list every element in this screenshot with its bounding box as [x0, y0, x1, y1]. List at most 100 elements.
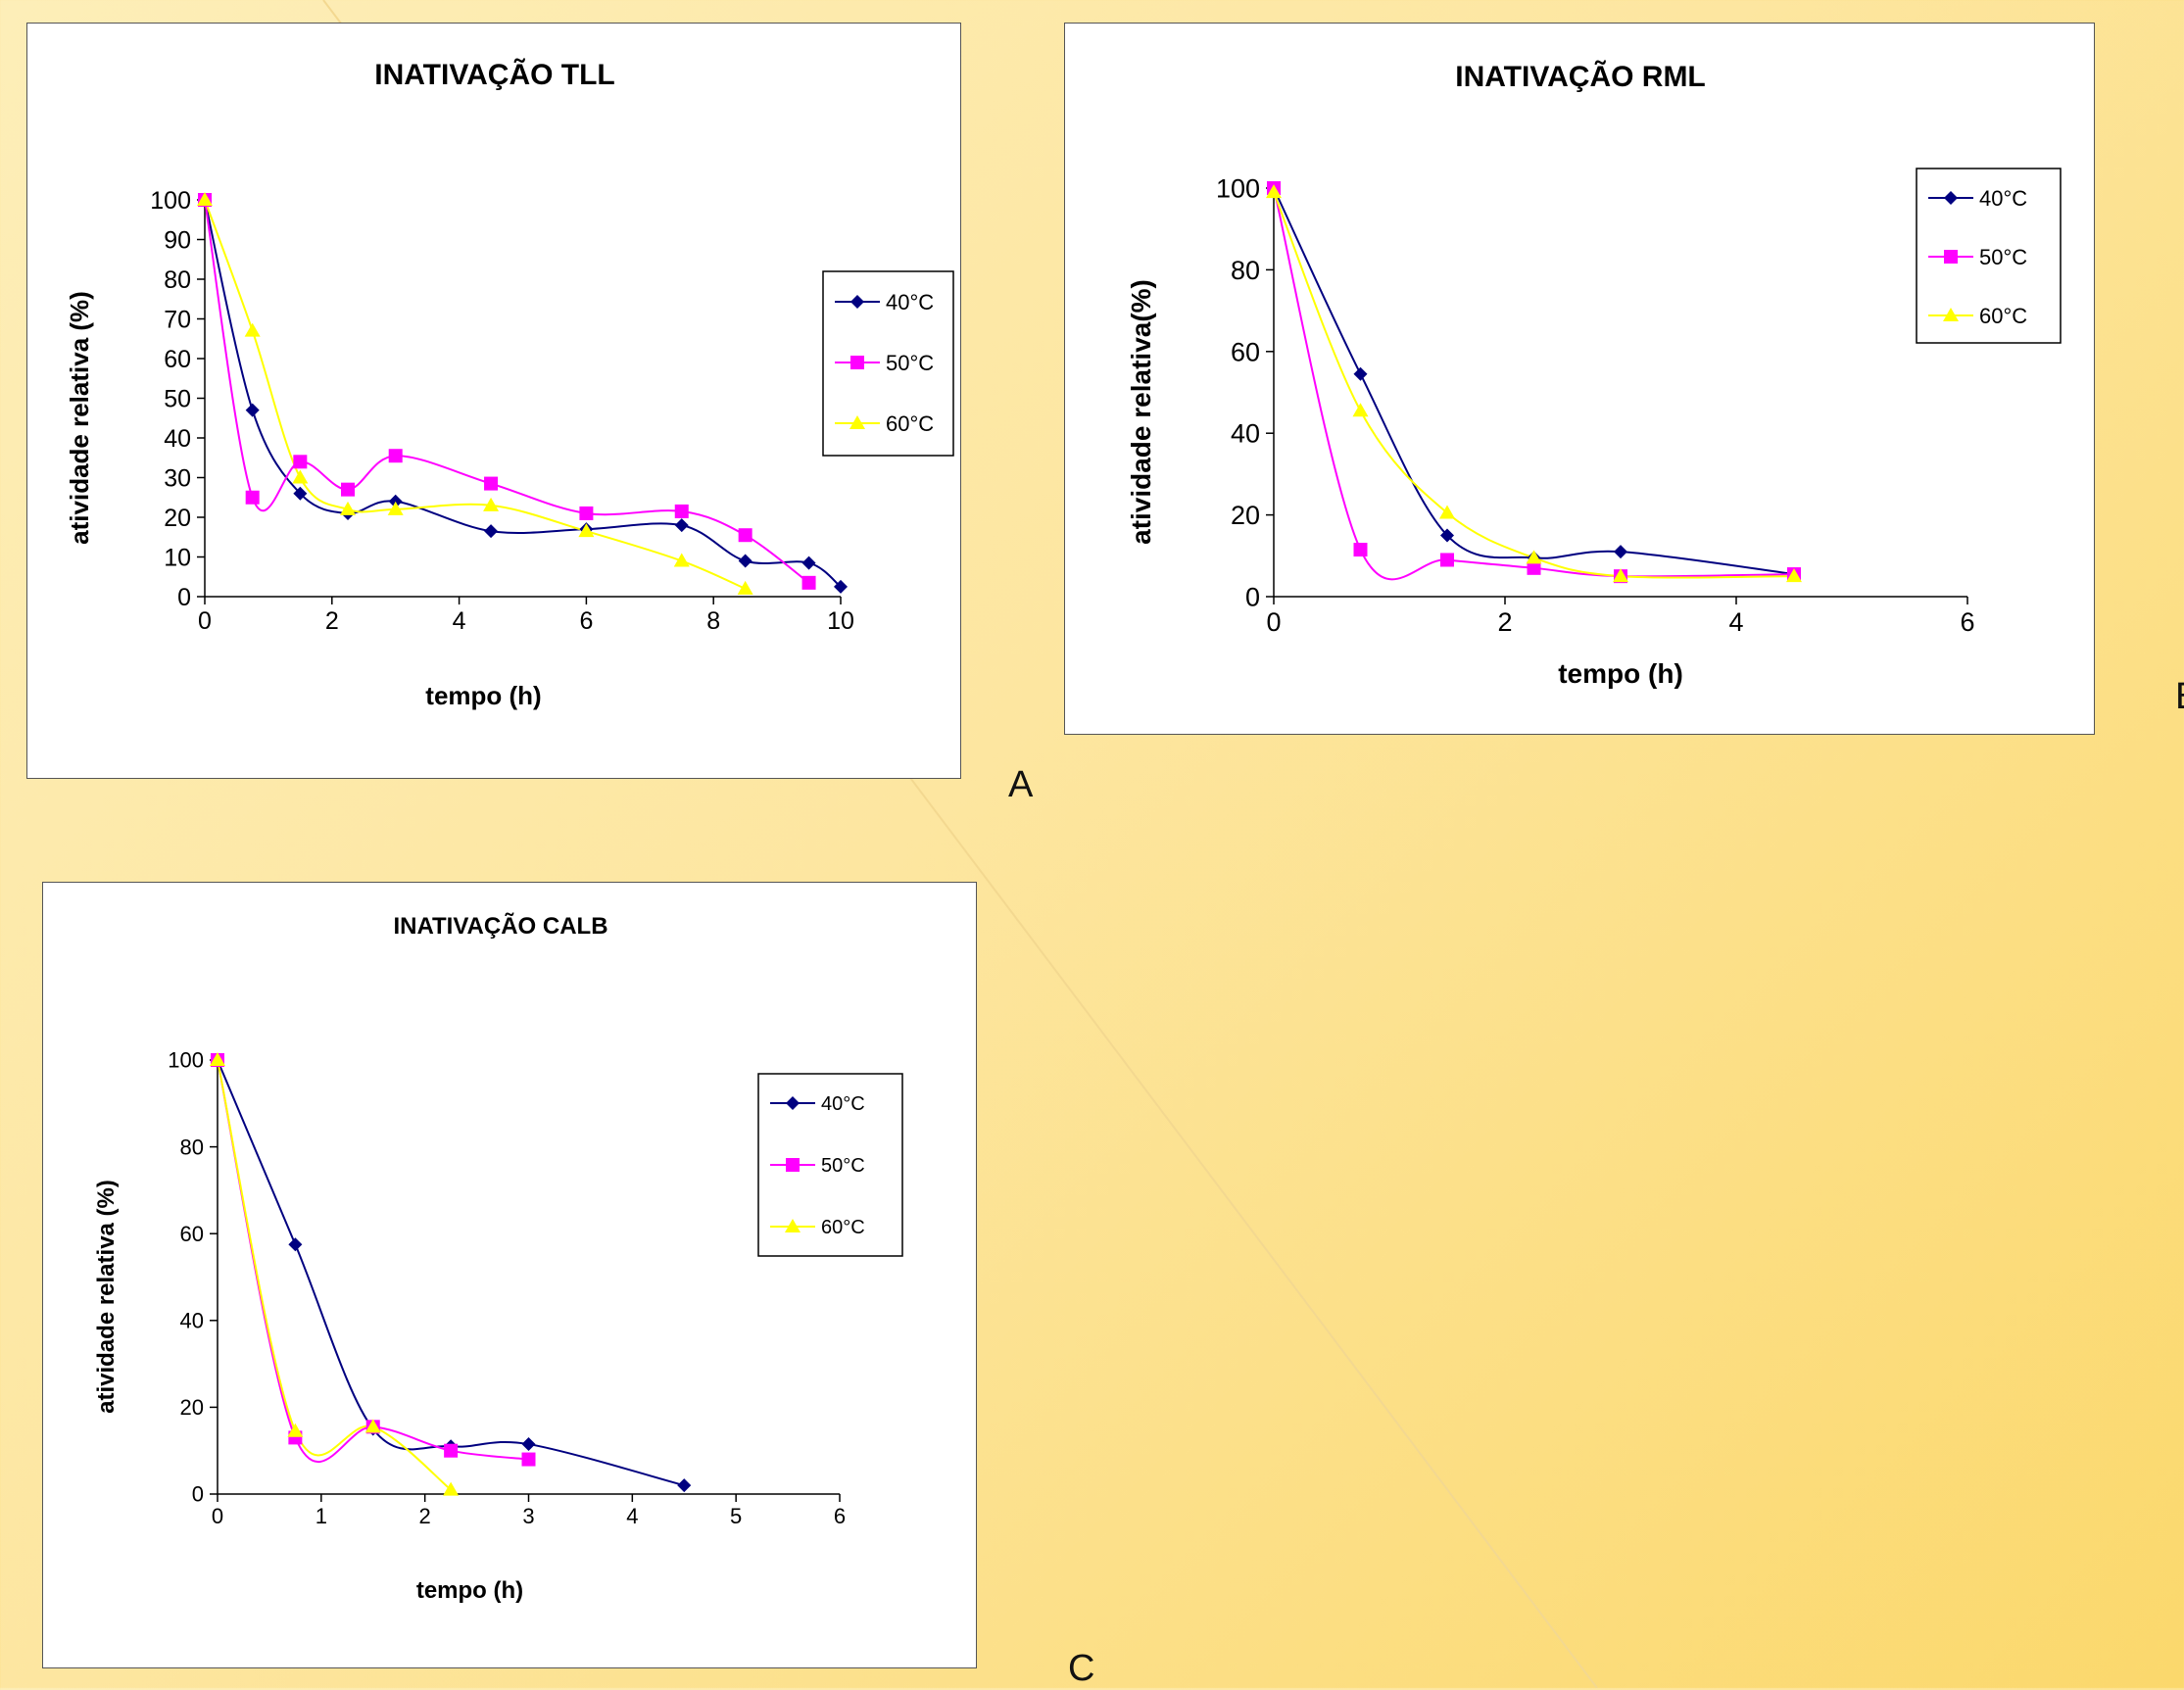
data-point [484, 524, 499, 539]
legend-marker [850, 356, 864, 369]
legend-label: 60°C [886, 411, 934, 436]
legend-marker [786, 1096, 800, 1110]
x-tick-label: 0 [198, 607, 212, 635]
panel-label-c: C [1068, 1648, 1095, 1689]
data-point [1440, 553, 1454, 567]
data-point [245, 403, 260, 417]
data-point [293, 455, 308, 469]
legend: 40°C 50°C 60°C [757, 1073, 903, 1257]
series-line-60c [1273, 191, 1795, 579]
y-tick-label: 10 [164, 544, 191, 571]
chart-title: INATIVAÇÃO TLL [374, 58, 615, 91]
series-line-40c [1273, 187, 1795, 576]
y-tick-label: 40 [164, 425, 191, 453]
data-point [287, 1423, 304, 1437]
data-point [1353, 543, 1368, 557]
x-tick-label: 1 [315, 1504, 327, 1528]
x-tick-label: 6 [834, 1504, 846, 1528]
x-tick-label: 2 [419, 1504, 431, 1528]
data-point [1353, 366, 1368, 381]
series-line-50c [217, 1059, 529, 1464]
legend-marker [785, 1219, 801, 1232]
y-tick-label: 50 [164, 385, 191, 412]
y-tick-label: 20 [164, 505, 191, 532]
data-point [340, 501, 357, 515]
legend-label: 50°C [1979, 245, 2027, 269]
data-point [801, 575, 816, 590]
y-tick-label: 100 [150, 187, 191, 215]
x-tick-label: 4 [626, 1504, 638, 1528]
x-axis-label: tempo (h) [1558, 658, 1683, 689]
data-point [674, 504, 689, 518]
series-line-50c [1273, 187, 1795, 581]
data-point [388, 449, 403, 463]
data-point [364, 1419, 381, 1433]
data-point [1440, 528, 1454, 543]
data-point [387, 501, 404, 515]
y-tick-label: 60 [164, 346, 191, 373]
y-tick-label: 60 [180, 1222, 204, 1246]
x-tick-label: 4 [1728, 607, 1743, 637]
chart-panel-rml: INATIVAÇÃO RML 0 20 40 60 80 100 0 2 4 6 tempo (h) a… [1064, 23, 2095, 735]
data-point [521, 1452, 536, 1467]
data-point [443, 1481, 460, 1496]
y-tick-label: 0 [177, 584, 191, 611]
x-tick-label: 6 [1960, 607, 1974, 637]
legend-label: 50°C [821, 1155, 865, 1177]
y-tick-label: 100 [168, 1048, 204, 1073]
x-tick-label: 0 [1266, 607, 1281, 637]
x-tick-label: 5 [730, 1504, 742, 1528]
data-point [834, 579, 848, 594]
data-point [673, 553, 690, 567]
y-tick-label: 0 [192, 1482, 204, 1507]
data-point [578, 523, 595, 538]
data-point [1613, 568, 1628, 583]
y-tick-label: 20 [1231, 501, 1260, 530]
data-point [245, 490, 260, 505]
x-tick-label: 10 [827, 607, 854, 635]
legend-marker [850, 295, 864, 309]
y-tick-label: 80 [164, 266, 191, 294]
data-point [388, 494, 403, 508]
x-tick-label: 3 [522, 1504, 534, 1528]
data-point [244, 322, 261, 337]
y-tick-label: 20 [180, 1395, 204, 1420]
x-tick-label: 2 [325, 607, 339, 635]
y-axis-label: atividade relativa(%) [1126, 279, 1156, 545]
x-tick-label: 2 [1497, 607, 1512, 637]
data-point [444, 1443, 459, 1458]
data-point [341, 482, 356, 497]
x-tick-label: 8 [706, 607, 720, 635]
data-point [738, 528, 752, 543]
legend-label: 40°C [1979, 186, 2027, 211]
y-tick-label: 0 [1245, 582, 1260, 611]
x-tick-label: 0 [212, 1504, 223, 1528]
legend-marker [1944, 250, 1958, 264]
data-point [484, 476, 499, 491]
data-point [483, 497, 500, 511]
y-tick-label: 80 [180, 1135, 204, 1159]
legend-marker [849, 415, 865, 429]
data-point [1352, 403, 1369, 417]
data-point [737, 580, 753, 595]
data-point [1266, 184, 1282, 199]
y-tick-label: 30 [164, 464, 191, 492]
y-tick-label: 60 [1231, 337, 1260, 366]
chart-svg: INATIVAÇÃO CALB 0 20 40 60 80 100 0 1 2 3 4 5 6 tempo … [93, 912, 903, 1604]
legend-label: 60°C [1979, 304, 2027, 328]
legend-marker [1944, 191, 1958, 205]
legend-marker [786, 1158, 800, 1172]
chart-panel-calb: INATIVAÇÃO CALB 0 20 40 60 80 100 0 1 2 3 4 5 6 tempo … [42, 882, 977, 1668]
data-point [210, 1052, 225, 1066]
data-point [1786, 568, 1802, 583]
data-point [579, 506, 594, 520]
x-axis-label: tempo (h) [425, 681, 541, 710]
y-tick-label: 70 [164, 306, 191, 333]
data-point [1614, 545, 1627, 559]
y-tick-label: 100 [1216, 173, 1260, 203]
legend-label: 60°C [821, 1217, 865, 1238]
legend-label: 40°C [821, 1093, 865, 1115]
data-point [521, 1437, 536, 1452]
y-tick-label: 80 [1231, 256, 1260, 285]
data-point [293, 486, 308, 501]
